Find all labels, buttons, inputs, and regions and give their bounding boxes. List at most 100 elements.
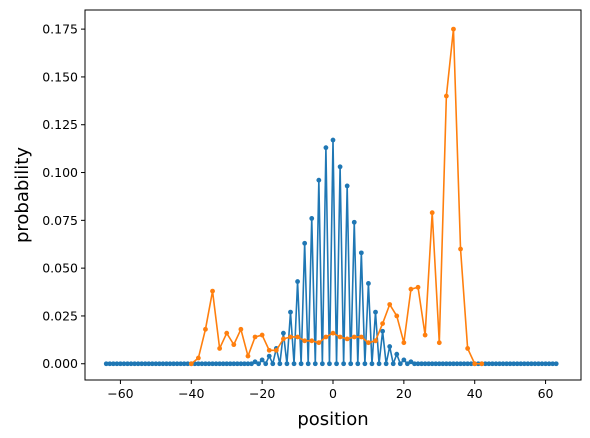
y-tick-label: 0.050: [42, 261, 78, 276]
series-0-point: [139, 361, 145, 367]
series-0-point: [507, 361, 513, 367]
series-0-point: [443, 361, 449, 367]
series-0-point: [281, 330, 286, 336]
series-1-point: [252, 334, 258, 340]
y-tick-label: 0.000: [42, 356, 78, 371]
series-0-point: [135, 361, 141, 367]
series-0-point: [415, 361, 421, 367]
series-1-point: [458, 246, 463, 252]
series-0-point: [302, 240, 308, 246]
series-0-point: [132, 361, 138, 367]
series-0-point: [539, 361, 545, 367]
series-1-point: [281, 336, 286, 342]
series-0-point: [125, 361, 130, 367]
series-0-point: [103, 361, 109, 367]
series-1-point: [295, 334, 300, 340]
x-tick-label: −40: [178, 386, 204, 401]
series-0-point: [195, 361, 201, 367]
series-0-point: [249, 361, 254, 367]
series-0-point: [263, 361, 269, 367]
series-0-point: [440, 361, 446, 367]
series-1-point: [351, 334, 357, 340]
series-0-point: [532, 361, 538, 367]
series-0-point: [497, 361, 502, 367]
series-0-point: [401, 357, 407, 363]
series-1-point: [415, 284, 421, 290]
series-0-point: [458, 361, 463, 367]
series-1-point: [358, 334, 364, 340]
series-0-point: [390, 361, 396, 367]
y-tick-label: 0.075: [42, 213, 78, 228]
x-tick-label: 40: [467, 386, 483, 401]
series-0-point: [482, 361, 488, 367]
series-0-point: [550, 361, 556, 367]
series-0-point: [153, 361, 159, 367]
series-1-point: [401, 340, 407, 346]
series-0-point: [178, 361, 184, 367]
series-0-point: [351, 219, 357, 225]
series-1-point: [387, 302, 393, 307]
series-1-point: [422, 332, 428, 338]
series-1-point: [266, 347, 272, 353]
series-0-point: [171, 361, 176, 367]
series-0-point: [373, 309, 378, 315]
series-0-point: [380, 328, 385, 334]
series-0-point: [397, 361, 403, 367]
series-0-point: [238, 361, 244, 367]
series-0-point: [252, 359, 258, 365]
series-1-point: [408, 286, 414, 292]
series-1-point: [451, 26, 456, 32]
y-tick-label: 0.100: [42, 165, 78, 180]
series-0-point: [220, 361, 226, 367]
series-0-point: [536, 361, 541, 367]
series-0-point: [319, 361, 325, 367]
series-1-point: [479, 361, 485, 367]
series-0-point: [291, 361, 297, 367]
series-0-point: [383, 361, 389, 367]
series-0-point: [305, 361, 311, 367]
series-0-point: [529, 361, 534, 367]
series-1-point: [394, 313, 400, 319]
series-0-point: [149, 361, 155, 367]
y-axis-label: probability: [12, 147, 33, 243]
series-0-point: [546, 361, 552, 367]
series-1-point: [245, 353, 251, 359]
series-0-point: [348, 361, 354, 367]
series-0-point: [181, 361, 187, 367]
x-tick-label: 60: [538, 386, 554, 401]
series-0-point: [121, 361, 127, 367]
series-1-point: [273, 347, 279, 353]
series-0-point: [543, 361, 548, 367]
series-0-point: [146, 361, 152, 367]
series-0-point: [284, 361, 290, 367]
series-0-point: [203, 361, 208, 367]
series-0-point: [454, 361, 460, 367]
series-0-point: [142, 361, 148, 367]
series-0-point: [504, 361, 509, 367]
series-1-point: [238, 326, 244, 332]
series-0-point: [213, 361, 219, 367]
series-0-point: [164, 361, 169, 367]
x-tick-label: 0: [329, 386, 337, 401]
series-0-point: [128, 361, 134, 367]
series-1-point: [231, 342, 237, 348]
series-0-point: [266, 353, 272, 359]
series-1-line: [190, 28, 482, 365]
series-0-point: [312, 361, 318, 367]
series-0-point: [376, 361, 382, 367]
series-0-point: [355, 361, 361, 367]
series-0-point: [167, 361, 173, 367]
series-0-point: [429, 361, 435, 367]
series-0-point: [511, 361, 517, 367]
series-0-point: [525, 361, 531, 367]
series-1-point: [210, 288, 215, 294]
series-0-point: [500, 361, 506, 367]
series-0-point: [242, 361, 247, 367]
series-0-point: [206, 361, 212, 367]
series-0-point: [461, 361, 467, 367]
series-0-point: [316, 177, 322, 183]
series-1-point: [366, 340, 371, 346]
series-0-point: [426, 361, 432, 367]
series-0-point: [337, 164, 343, 170]
